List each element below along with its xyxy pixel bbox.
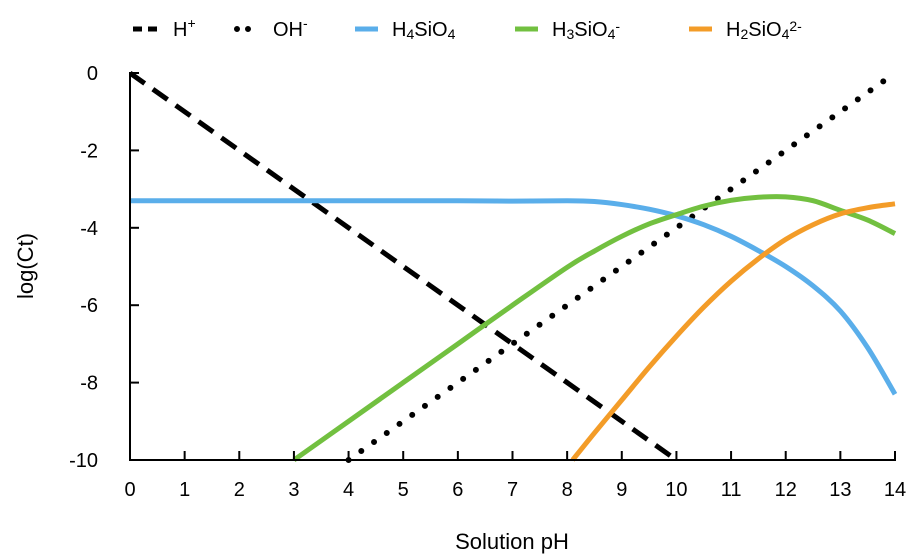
x-tick-label: 6 — [452, 479, 463, 501]
legend-item: H+ — [133, 15, 196, 41]
x-tick-label: 8 — [562, 479, 573, 501]
y-ticks: 0 -2 -4 -6 -8 -10 — [69, 63, 139, 472]
legend-item: H2SiO42- — [689, 18, 802, 42]
series-line-h — [130, 70, 678, 463]
x-tick-label: 10 — [665, 479, 687, 501]
x-tick-label: 7 — [507, 479, 518, 501]
x-tick-label: 0 — [124, 479, 135, 501]
legend-label: H4SiO4 — [392, 19, 456, 42]
y-tick-label: -6 — [80, 295, 98, 317]
x-tick-label: 9 — [616, 479, 627, 501]
series-line-h3sio4 — [292, 194, 897, 463]
legend-item: H3SiO4- — [515, 18, 620, 42]
x-tick-label: 3 — [288, 479, 299, 501]
legend-item: OH- — [234, 15, 308, 41]
x-axis-title: Solution pH — [455, 529, 569, 554]
y-tick-label: -8 — [80, 373, 98, 395]
x-tick-label: 12 — [775, 479, 797, 501]
y-tick-label: 0 — [87, 63, 98, 85]
x-tick-label: 13 — [829, 479, 851, 501]
y-axis-title: log(Ct) — [13, 233, 38, 299]
y-tick-label: -2 — [80, 140, 98, 162]
legend-label: H2SiO42- — [726, 18, 802, 42]
x-tick-label: 2 — [234, 479, 245, 501]
series-line-h4sio4 — [130, 198, 898, 396]
x-tick-label: 14 — [884, 479, 906, 501]
x-tick-label: 5 — [398, 479, 409, 501]
legend: H+ OH- H4SiO4 H3SiO4- H2SiO42- — [133, 15, 802, 42]
legend-label: OH- — [273, 15, 308, 41]
x-ticks: 0 1 2 3 4 5 6 7 8 9 10 11 12 13 14 — [124, 451, 906, 501]
legend-label: H3SiO4- — [552, 18, 620, 42]
series-layer — [130, 70, 898, 463]
legend-item: H4SiO4 — [355, 19, 456, 42]
y-tick-label: -10 — [69, 450, 98, 472]
x-tick-label: 11 — [721, 479, 742, 501]
y-tick-label: -4 — [80, 218, 98, 240]
x-tick-label: 4 — [343, 479, 354, 501]
series-line-oh — [345, 70, 898, 463]
axes — [129, 72, 896, 461]
x-tick-label: 1 — [179, 479, 190, 501]
legend-label: H+ — [173, 15, 196, 41]
series-line-h2sio42 — [570, 201, 896, 462]
